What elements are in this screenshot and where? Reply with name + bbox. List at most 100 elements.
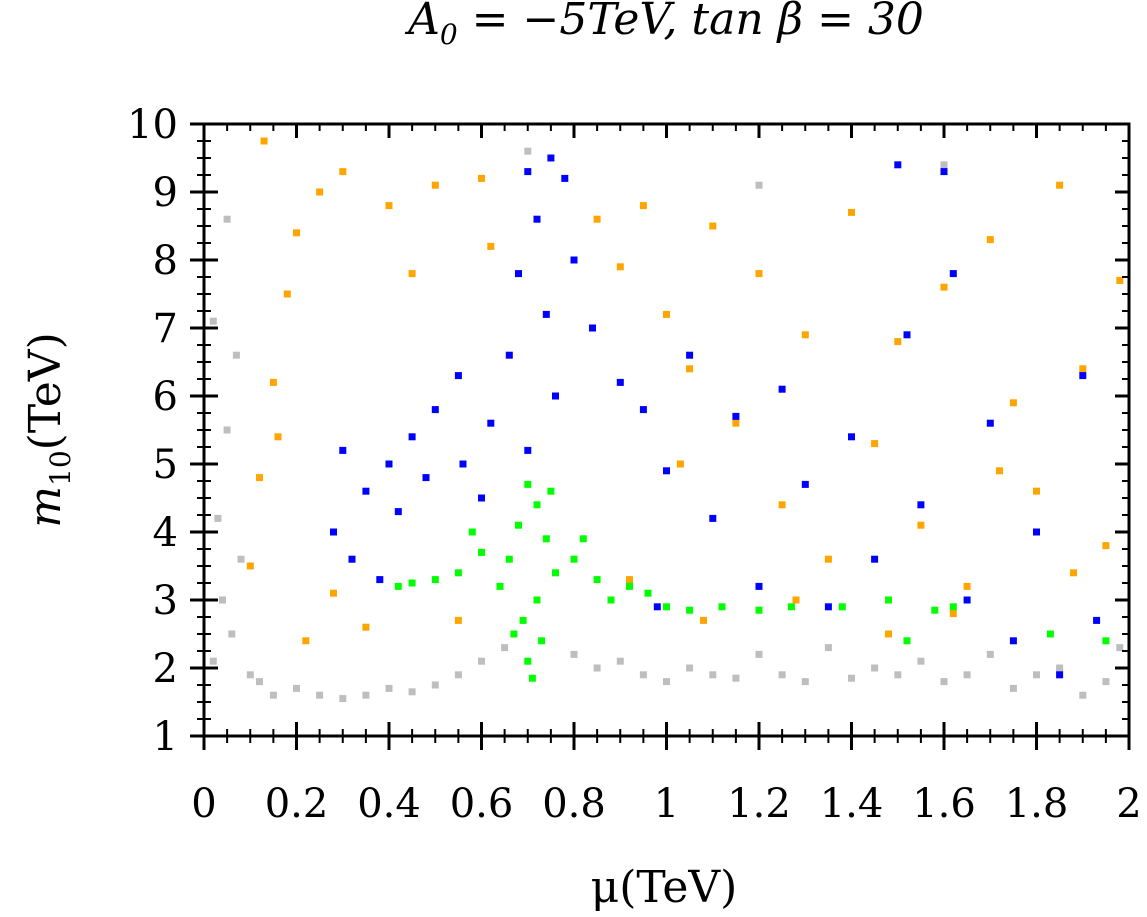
blue-point [487,419,495,427]
orange-point [1009,399,1017,407]
x-tick-label: 1.6 [912,781,976,827]
gray-point [709,671,717,679]
green-point [533,501,541,509]
orange-point [639,202,647,210]
title-a: A [404,0,440,45]
orange-point [676,460,684,468]
orange-point [700,616,707,624]
orange-point [256,474,263,482]
blue-point [709,514,717,522]
orange-point [917,521,925,529]
gray-point [940,161,948,169]
orange-point [408,270,416,278]
blue-point [653,603,661,611]
orange-point [330,589,337,597]
green-point [515,521,522,529]
orange-point [1033,487,1040,495]
gray-point [616,657,624,665]
blue-point [986,419,994,427]
blue-point [917,501,925,509]
green-point [949,603,957,611]
title-rest: = −5TeV, tan β = 30 [458,0,924,45]
blue-point [394,508,402,516]
gray-point [385,684,393,692]
x-tick-label: 0.6 [450,781,514,827]
gray-point [1116,644,1124,652]
orange-point [949,610,957,618]
y-tick-label: 7 [153,306,178,352]
blue-point [663,467,670,475]
gray-point [232,351,240,359]
orange-point [302,637,310,645]
gray-point [848,674,855,682]
orange-point [871,440,879,448]
x-tick-label: 0.8 [542,781,606,827]
gray-point [431,681,439,689]
orange-point [963,582,971,590]
orange-point [283,290,291,298]
orange-point [996,467,1003,475]
gray-point [501,644,509,652]
orange-point [385,202,393,210]
gray-point [871,664,879,672]
green-point [547,487,555,495]
orange-point [316,188,324,196]
green-point [510,630,518,638]
green-point [528,674,536,682]
gray-point [824,644,832,652]
blue-point [1056,671,1064,679]
y-label-m: m [20,486,71,528]
blue-point [894,161,902,169]
blue-point [547,154,555,162]
orange-point [1116,276,1124,284]
gray-point [454,671,462,679]
blue-point [348,555,356,563]
blue-point [871,555,879,563]
blue-point [778,385,786,393]
gray-point [524,147,532,155]
gray-point [801,678,809,686]
blue-point [686,351,694,359]
orange-point [626,576,633,584]
orange-point [269,378,277,386]
green-point [903,637,911,645]
orange-point [260,137,268,145]
axis-tick-labels: 0 0.2 0.4 0.6 0.8 1 1.2 1.4 1.6 1.8 2 1 2 3 4 5 6 7 8 9 10 [127,102,1142,827]
orange-point [293,229,300,237]
blue-point [459,460,467,468]
x-tick-label: 1.2 [727,781,791,827]
green-point [468,528,476,536]
blue-point [542,310,550,318]
gray-point [1102,678,1110,686]
chart-title: A0 = −5TeV, tan β = 30 [404,0,924,51]
gray-point [316,691,324,699]
gray-point [214,514,222,522]
blue-point [422,474,430,482]
green-point [787,603,795,611]
orange-point [755,270,763,278]
orange-point [1102,542,1110,550]
blue-point [408,433,416,441]
green-point [533,596,541,604]
gray-point [732,674,740,682]
green-point [663,603,670,611]
orange-point [616,263,624,271]
gray-point [223,426,231,434]
gray-point [246,671,254,679]
gray-point [293,684,300,692]
blue-point [1009,637,1017,645]
green-point [686,606,694,614]
green-point [885,596,892,604]
y-tick-label: 10 [127,102,178,148]
y-tick-label: 3 [153,578,178,624]
gray-point [1056,664,1064,672]
blue-point [801,480,809,488]
blue-point [1093,616,1101,624]
gray-point [1009,684,1017,692]
orange-point [686,365,694,373]
blue-point [940,168,948,176]
gray-point [663,678,670,686]
orange-point [431,181,439,189]
green-point [931,606,939,614]
orange-point [593,215,601,223]
